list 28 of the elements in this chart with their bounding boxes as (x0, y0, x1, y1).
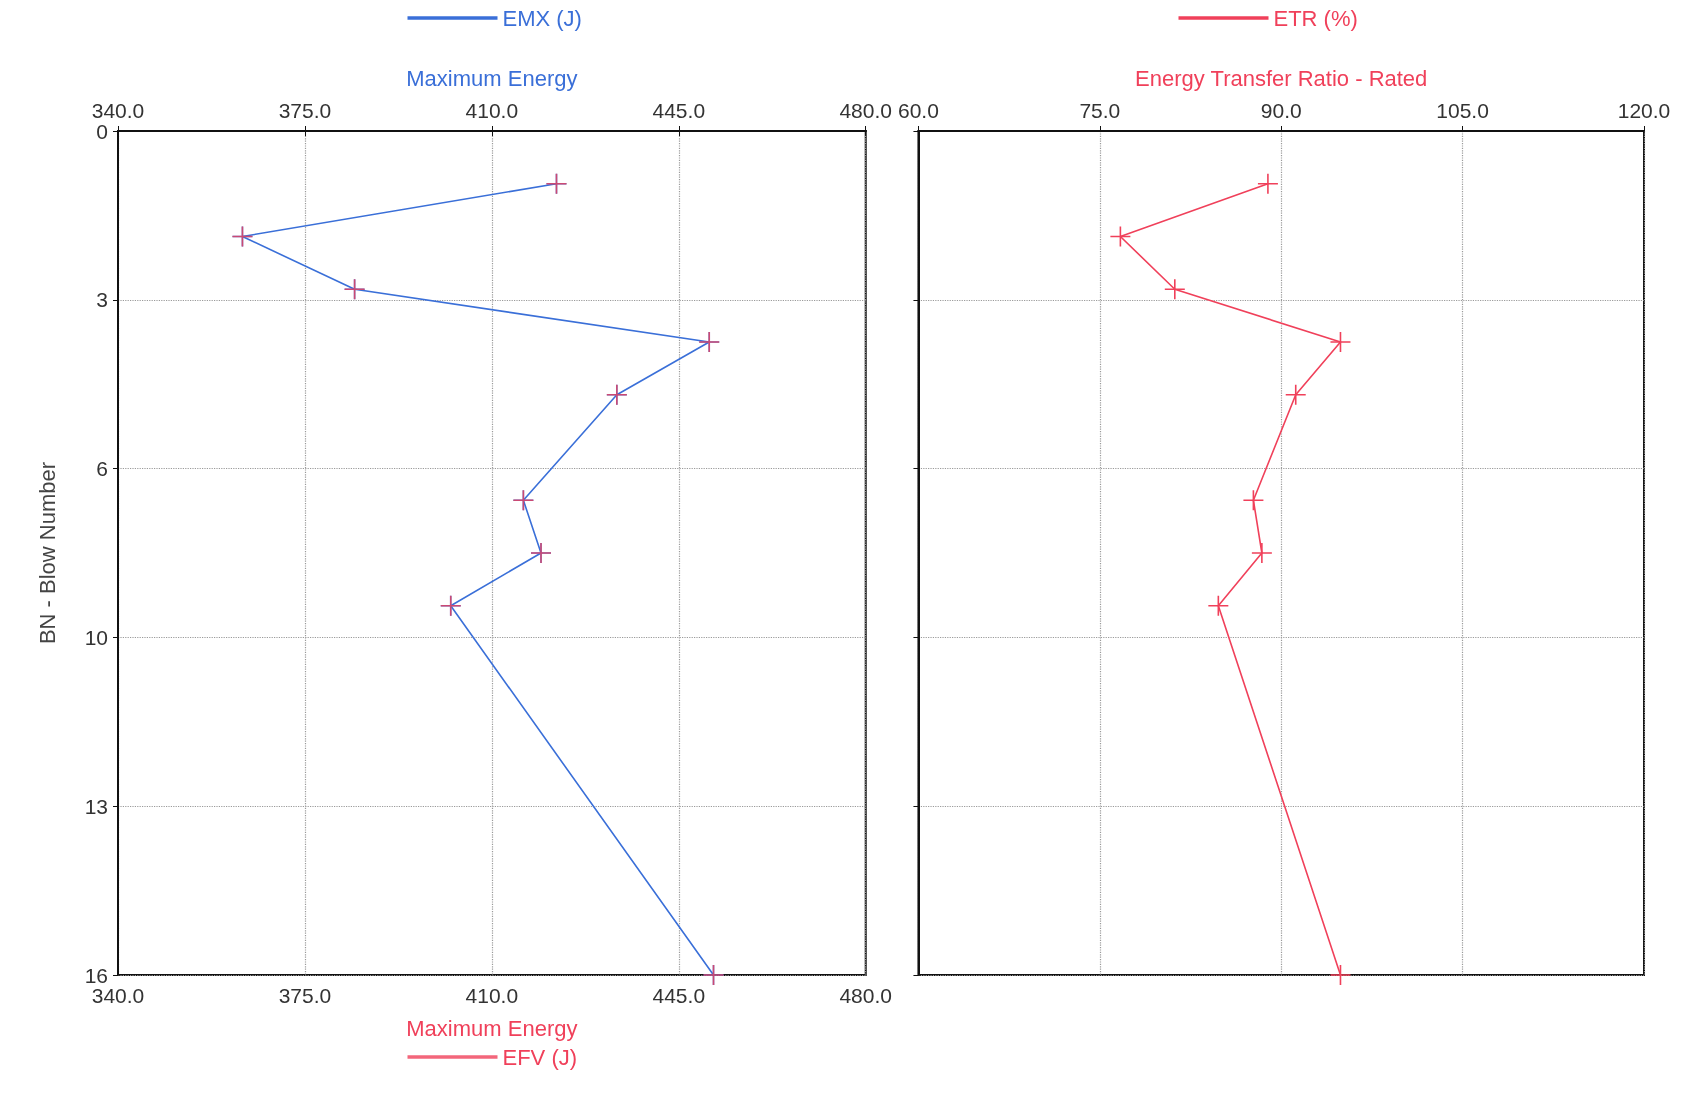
legend-label: EFV (J) (502, 1044, 578, 1070)
x-tick-label: 410.0 (465, 984, 519, 1007)
x2-tick-label: 90.0 (1260, 99, 1302, 122)
x2-tick-label: 105.0 (1436, 99, 1489, 122)
x2-tick-label: 60.0 (898, 99, 939, 122)
y-tick-label: 13 (84, 794, 108, 818)
x-tick-label: 375.0 (278, 984, 332, 1007)
y-tick-label: 6 (96, 457, 108, 481)
x2-tick-label: 445.0 (652, 99, 706, 122)
x2-tick-label: 75.0 (1079, 99, 1121, 122)
y-tick-label: 3 (96, 288, 108, 312)
x2-tick-label: 340.0 (91, 99, 145, 122)
x2-tick-label: 375.0 (278, 99, 332, 122)
x2-tick-label: 120.0 (1617, 99, 1671, 122)
x2-axis-title: Energy Transfer Ratio - Rated (1135, 65, 1428, 91)
x2-axis-title: Maximum Energy (406, 65, 578, 91)
y-tick-label: 10 (84, 625, 108, 649)
y-axis-title: BN - Blow Number (34, 461, 60, 645)
x-tick-label: 340.0 (91, 984, 145, 1007)
x-axis-title: Maximum Energy (406, 1015, 578, 1041)
y-tick-label: 0 (96, 119, 108, 143)
y-tick-label: 16 (84, 963, 108, 987)
x2-tick-label: 480.0 (839, 99, 893, 122)
x-tick-label: 480.0 (839, 984, 893, 1007)
legend-label: EMX (J) (502, 5, 582, 31)
legend-label: ETR (%) (1273, 5, 1358, 31)
x2-tick-label: 410.0 (465, 99, 519, 122)
x-tick-label: 445.0 (652, 984, 706, 1007)
